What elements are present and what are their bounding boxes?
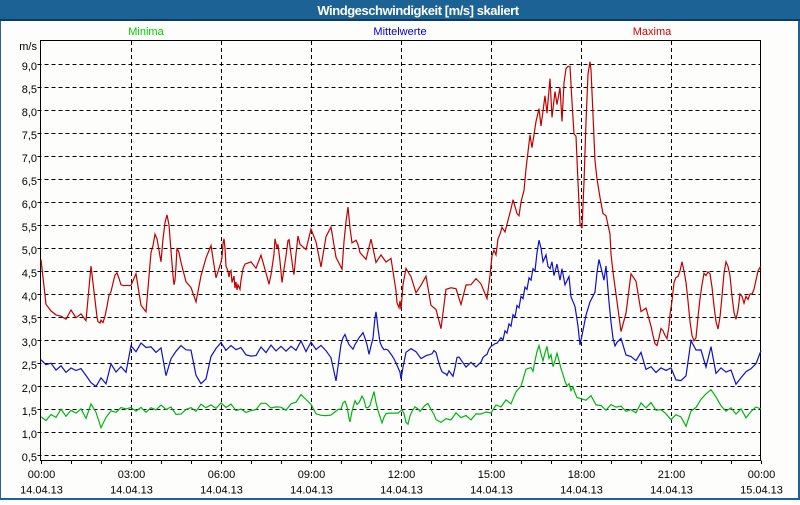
svg-text:6,0: 6,0: [22, 199, 37, 211]
svg-text:4,0: 4,0: [22, 291, 37, 303]
svg-text:14.04.13: 14.04.13: [380, 485, 423, 497]
svg-text:03:00: 03:00: [118, 469, 146, 481]
svg-text:14.04.13: 14.04.13: [290, 485, 333, 497]
svg-text:15.04.13: 15.04.13: [740, 485, 783, 497]
svg-text:9,0: 9,0: [22, 61, 37, 73]
svg-text:m/s: m/s: [19, 41, 37, 53]
svg-text:00:00: 00:00: [28, 469, 56, 481]
svg-text:Windgeschwindigkeit [m/s] skal: Windgeschwindigkeit [m/s] skaliert: [317, 3, 519, 18]
svg-text:2,0: 2,0: [22, 383, 37, 395]
svg-text:8,0: 8,0: [22, 107, 37, 119]
svg-text:8,5: 8,5: [22, 84, 37, 96]
svg-text:14.04.13: 14.04.13: [200, 485, 243, 497]
svg-text:0,5: 0,5: [22, 452, 37, 464]
svg-text:7,5: 7,5: [22, 130, 37, 142]
svg-text:14.04.13: 14.04.13: [110, 485, 153, 497]
svg-text:Minima: Minima: [128, 26, 164, 38]
svg-text:21:00: 21:00: [658, 469, 686, 481]
svg-text:12:00: 12:00: [388, 469, 416, 481]
svg-text:3,5: 3,5: [22, 314, 37, 326]
svg-text:06:00: 06:00: [208, 469, 236, 481]
svg-text:1,5: 1,5: [22, 406, 37, 418]
svg-text:14.04.13: 14.04.13: [650, 485, 693, 497]
svg-text:14.04.13: 14.04.13: [470, 485, 513, 497]
svg-text:15:00: 15:00: [478, 469, 506, 481]
svg-text:2,5: 2,5: [22, 360, 37, 372]
svg-text:6,5: 6,5: [22, 176, 37, 188]
svg-text:5,0: 5,0: [22, 245, 37, 257]
svg-text:00:00: 00:00: [748, 469, 776, 481]
svg-text:5,5: 5,5: [22, 222, 37, 234]
svg-text:09:00: 09:00: [298, 469, 326, 481]
svg-text:7,0: 7,0: [22, 153, 37, 165]
svg-text:3,0: 3,0: [22, 337, 37, 349]
svg-text:4,5: 4,5: [22, 268, 37, 280]
svg-text:Maxima: Maxima: [633, 26, 672, 38]
svg-text:14.04.13: 14.04.13: [20, 485, 63, 497]
svg-text:18:00: 18:00: [568, 469, 596, 481]
svg-text:Mittelwerte: Mittelwerte: [373, 26, 426, 38]
svg-text:1,0: 1,0: [22, 429, 37, 441]
svg-text:14.04.13: 14.04.13: [560, 485, 603, 497]
